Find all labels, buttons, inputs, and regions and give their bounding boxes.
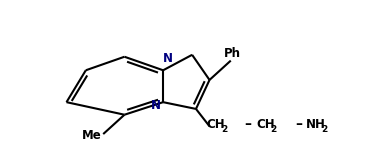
Text: N: N [151, 99, 161, 112]
Text: 2: 2 [322, 125, 328, 134]
Text: 2: 2 [221, 125, 227, 134]
Text: N: N [163, 52, 173, 65]
Text: –: – [245, 117, 252, 131]
Text: –: – [295, 117, 302, 131]
Text: Me: Me [82, 129, 102, 142]
Text: CH: CH [206, 118, 225, 131]
Text: Ph: Ph [224, 47, 241, 60]
Text: CH: CH [256, 118, 274, 131]
Text: NH: NH [306, 118, 326, 131]
Text: 2: 2 [271, 125, 277, 134]
